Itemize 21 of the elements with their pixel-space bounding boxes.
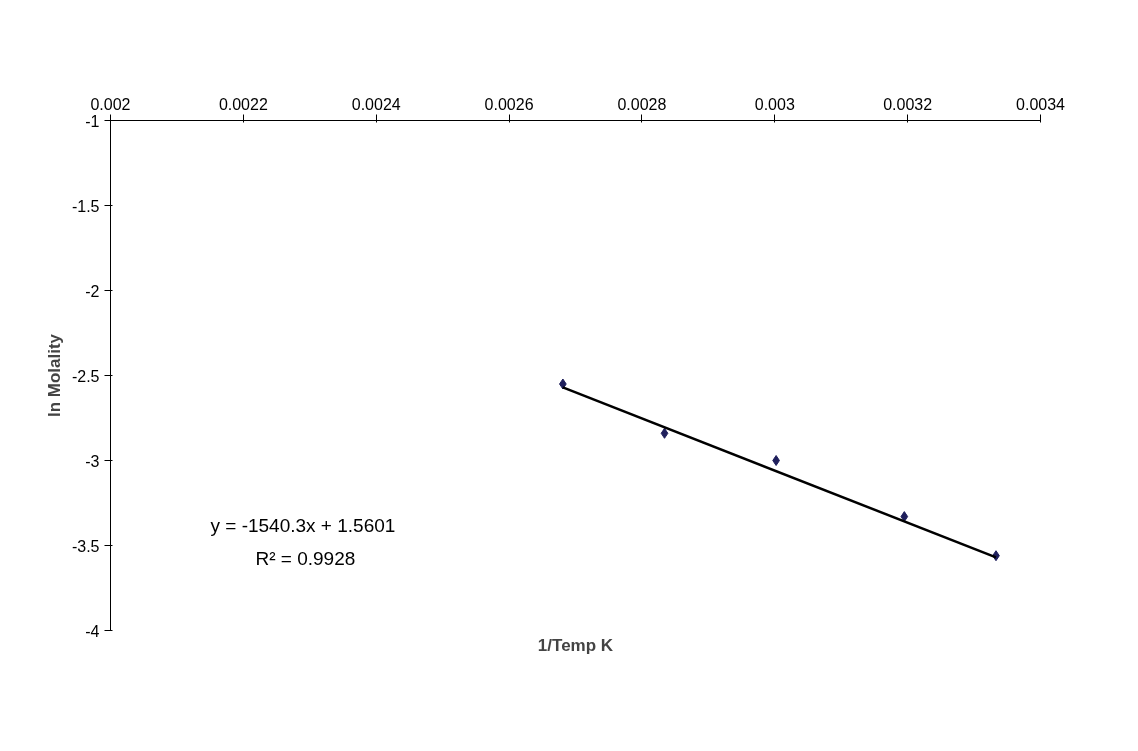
x-tick-label: 0.002: [90, 95, 131, 113]
x-tick-label: 0.0034: [1016, 95, 1066, 113]
y-tick-label: -1.5: [71, 197, 100, 215]
y-tick-label: -1: [85, 112, 100, 130]
x-tick-label: 0.003: [754, 95, 795, 113]
y-tick-label: -4: [85, 622, 100, 640]
x-tick-label: 0.0032: [883, 95, 933, 113]
x-tick-label: 0.0028: [617, 95, 667, 113]
x-axis-title: 1/Temp K: [537, 635, 614, 655]
y-tick-label: -3.5: [71, 537, 100, 555]
x-tick-label: 0.0024: [351, 95, 401, 113]
x-tick-label: 0.0022: [218, 95, 268, 113]
x-tick-label: 0.0026: [484, 95, 534, 113]
y-tick-label: -3: [85, 452, 100, 470]
annotation: y = -1540.3x + 1.5601: [210, 514, 396, 536]
y-tick-label: -2: [85, 282, 100, 300]
y-tick-label: -2.5: [71, 367, 100, 385]
y-axis-title: ln Molality: [44, 333, 64, 418]
annotation: R² = 0.9928: [255, 547, 356, 569]
point: [772, 455, 780, 466]
point: [660, 427, 669, 439]
